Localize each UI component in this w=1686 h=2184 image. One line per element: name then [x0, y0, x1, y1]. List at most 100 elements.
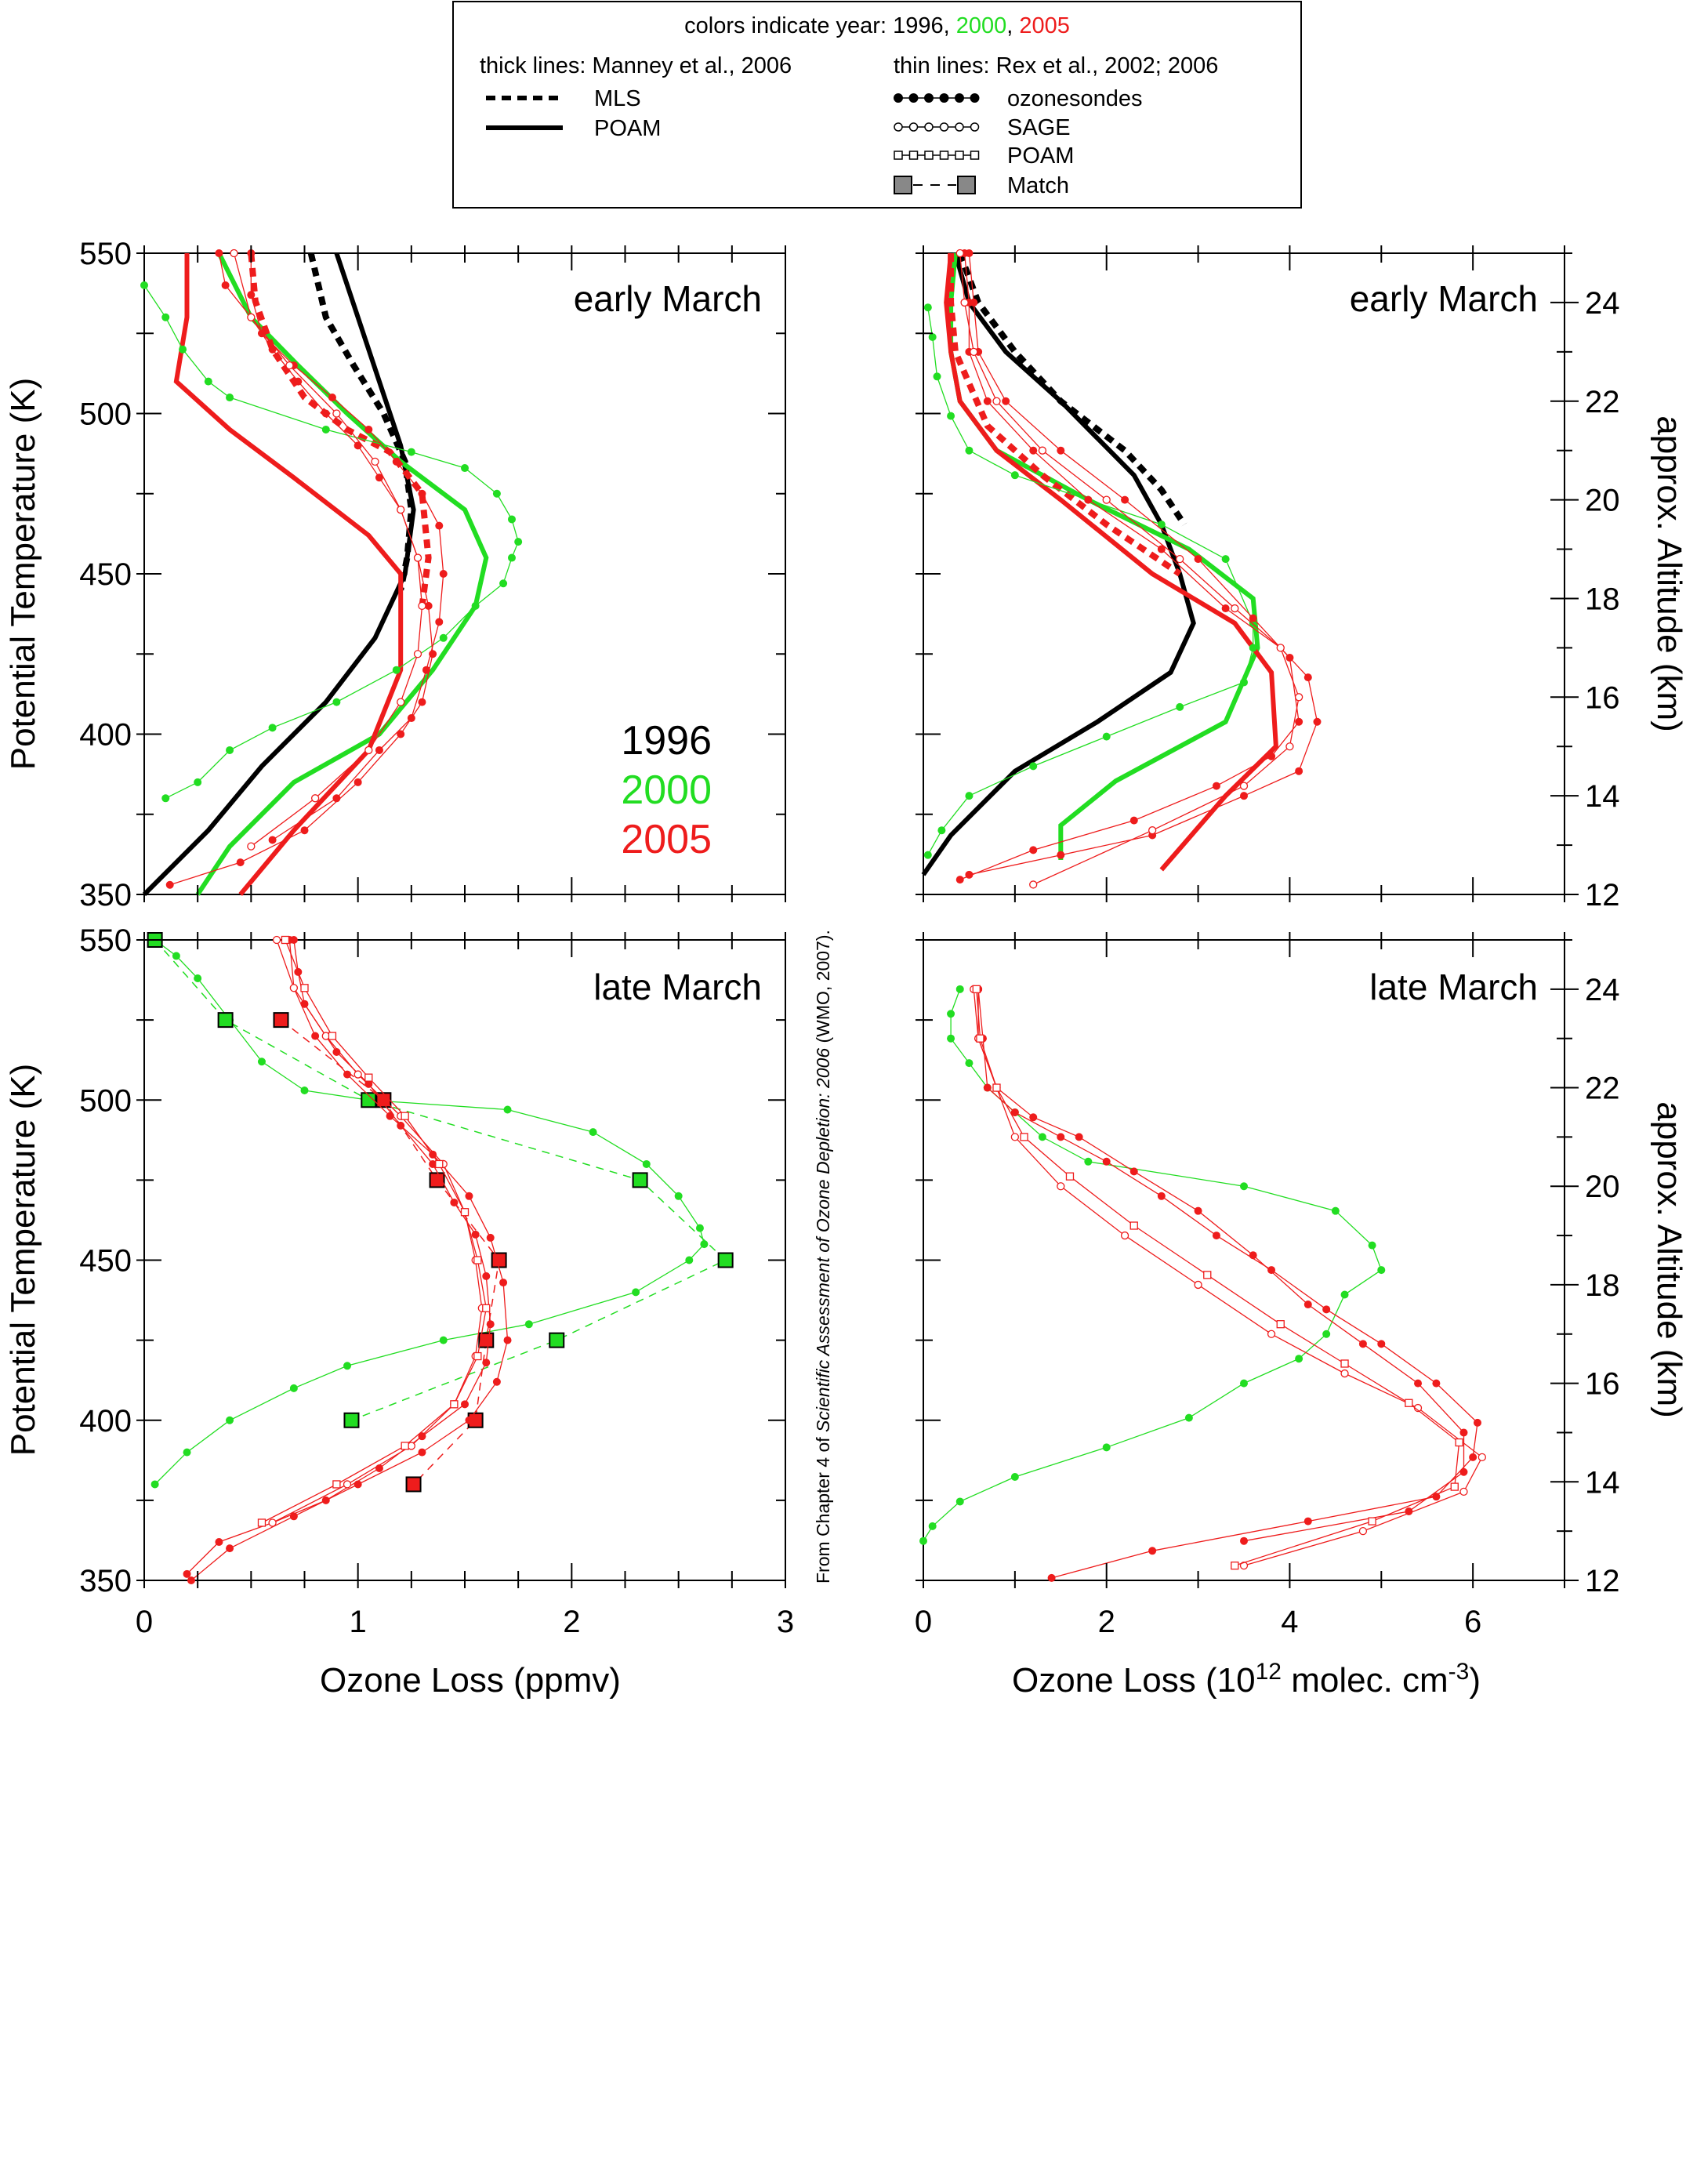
data-point: [1303, 673, 1312, 682]
data-point: [1129, 1167, 1138, 1176]
data-point: [226, 1544, 234, 1553]
data-point: [928, 1522, 937, 1530]
series-line: [927, 307, 1254, 856]
data-point: [268, 345, 277, 354]
data-point: [1240, 1182, 1248, 1191]
data-point: [1084, 495, 1093, 504]
data-point: [482, 1272, 491, 1280]
tick-label: 16: [1585, 680, 1620, 715]
data-point: [486, 1233, 495, 1242]
data-point: [965, 249, 974, 257]
data-point: [392, 457, 401, 466]
data-point: [1194, 1206, 1202, 1215]
data-point: [960, 298, 969, 307]
data-point: [1010, 1473, 1019, 1482]
data-point: [1057, 446, 1065, 455]
data-point: [499, 1279, 508, 1287]
data-point: [1157, 545, 1166, 553]
data-point: [1038, 1133, 1046, 1141]
series-1996-mls-1: [307, 252, 415, 591]
series-2005-sage-3: [970, 985, 1486, 1570]
data-point: [268, 836, 277, 844]
data-point: [311, 1032, 320, 1040]
data-point: [1331, 1206, 1340, 1215]
data-point: [499, 579, 508, 588]
data-point: [310, 794, 320, 803]
data-point: [413, 553, 422, 562]
data-point: [923, 303, 932, 312]
data-point: [1148, 1547, 1157, 1555]
data-point: [1249, 644, 1257, 652]
tick-label: 22: [1585, 385, 1620, 419]
y-axis-label-left-bottom: Potential Temperature (K): [4, 1064, 42, 1457]
data-point: [674, 1192, 683, 1200]
data-point: [272, 935, 281, 945]
data-point: [1029, 846, 1038, 854]
series-line: [963, 252, 1318, 876]
tick-label: 4: [1281, 1605, 1298, 1639]
tick-label: 20: [1585, 484, 1620, 518]
data-point: [226, 394, 234, 402]
match-point: [343, 1412, 360, 1428]
data-point: [503, 1105, 512, 1114]
data-point: [204, 377, 212, 386]
data-point: [328, 394, 336, 402]
data-point: [1358, 1527, 1368, 1536]
data-point: [285, 361, 294, 370]
data-point: [289, 984, 299, 992]
tick-label: 22: [1585, 1072, 1620, 1106]
tick-label: 14: [1585, 1465, 1620, 1500]
data-point: [992, 1083, 1001, 1092]
panel-bottom-right: late March: [919, 939, 1565, 1582]
data-point: [976, 1034, 984, 1043]
series-2005-poam-6: [257, 935, 491, 1527]
data-point: [923, 851, 932, 859]
series-line: [281, 1019, 500, 1486]
data-point: [507, 553, 516, 562]
series-line: [977, 989, 1478, 1579]
data-point: [700, 1240, 709, 1249]
data-point: [321, 425, 330, 434]
data-point: [1405, 1507, 1413, 1516]
data-point: [1010, 1133, 1020, 1141]
panel-title-early-march: early March: [574, 278, 762, 319]
data-point: [418, 1432, 426, 1441]
data-point: [685, 1256, 694, 1264]
tick-label: 14: [1585, 779, 1620, 814]
series-line: [233, 252, 423, 847]
data-point: [300, 826, 309, 835]
data-point: [1010, 471, 1019, 480]
data-point: [150, 1480, 159, 1489]
data-point: [1038, 446, 1047, 455]
data-point: [364, 1073, 373, 1082]
data-point: [471, 1230, 480, 1239]
tick-label: 18: [1585, 1268, 1620, 1303]
data-point: [289, 1512, 298, 1521]
legend-thin-title: thin lines: Rex et al., 2002; 2006: [894, 53, 1218, 78]
tick-label: 2: [563, 1605, 580, 1639]
series-line: [923, 989, 1383, 1542]
data-point: [928, 332, 937, 341]
panel-top-right: early March: [921, 249, 1565, 895]
data-point: [1249, 614, 1257, 622]
data-point: [1295, 717, 1303, 726]
data-point: [247, 842, 256, 851]
data-point: [514, 538, 523, 546]
data-point: [1184, 1413, 1193, 1422]
data-point: [1340, 1369, 1349, 1378]
data-point: [332, 409, 341, 418]
data-point: [418, 698, 426, 706]
panel-bottom-left: late March: [143, 932, 786, 1584]
match-point: [717, 1252, 734, 1268]
series-2000-poam-2: [948, 252, 1260, 860]
data-point: [947, 1010, 955, 1018]
data-point: [1295, 767, 1303, 775]
data-point: [1432, 1379, 1441, 1388]
data-point: [392, 666, 401, 674]
data-point: [482, 1359, 491, 1367]
data-point: [1240, 1379, 1248, 1388]
year-label-1996: 1996: [621, 718, 712, 764]
data-point: [695, 1224, 704, 1232]
legend-match-swatch: [894, 176, 976, 194]
match-point: [549, 1332, 565, 1348]
